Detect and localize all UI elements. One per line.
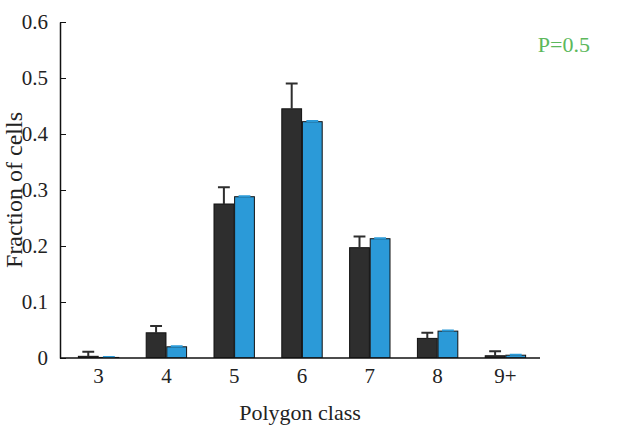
error-line [421, 333, 433, 339]
error-line [374, 237, 386, 240]
error-bar [286, 84, 298, 109]
tick: 3 [93, 358, 104, 388]
tick-mark [60, 22, 66, 23]
error-line [442, 330, 454, 333]
tick-label: 0.6 [22, 10, 48, 34]
bar [417, 338, 437, 358]
bar [146, 333, 166, 358]
tick: 0.2 [22, 234, 66, 258]
tick: 7 [365, 358, 376, 388]
tick: 6 [297, 358, 308, 388]
tick-label: 6 [297, 364, 308, 388]
tick: 0.6 [22, 10, 66, 34]
error-line [510, 354, 522, 357]
tick-mark [60, 134, 66, 135]
tick-label: 5 [229, 364, 240, 388]
bar [282, 109, 302, 358]
error-bar [171, 346, 183, 348]
tick: 0.3 [22, 178, 66, 202]
x-axis-title: Polygon class [239, 400, 361, 425]
tick-label: 7 [365, 364, 376, 388]
tick: 5 [229, 358, 240, 388]
bar [235, 197, 255, 358]
error-bar [306, 121, 318, 123]
axis-line [60, 357, 540, 359]
series [78, 84, 505, 358]
bar [214, 204, 234, 358]
error-line [286, 84, 298, 109]
error-bar [374, 238, 386, 240]
bar [167, 347, 187, 358]
tick: 9+ [494, 358, 516, 388]
error-line [171, 345, 183, 348]
tick-mark [60, 78, 66, 79]
bar [302, 122, 322, 358]
error-line [239, 195, 251, 198]
tick-label: 8 [432, 364, 443, 388]
tick: 4 [161, 358, 172, 388]
error-bar [218, 187, 230, 204]
y-axis-title: Fraction of cells [1, 112, 27, 268]
error-line [150, 326, 162, 333]
error-bar [421, 333, 433, 339]
annotation: P=0.5 [538, 32, 590, 57]
x-axis: 3 4 5 6 7 8 9+ [60, 358, 540, 388]
tick-label: 0.5 [22, 66, 48, 90]
chart: 0 0.1 0.2 0.3 0.4 0.5 0.6 3 4 5 6 7 8 9+ Polygon class… [0, 0, 624, 433]
error-line [489, 351, 501, 355]
tick-label: 0.1 [22, 290, 48, 314]
error-bar [82, 352, 94, 356]
tick-mark [60, 190, 66, 191]
error-line [306, 120, 318, 123]
tick-label: 0 [38, 346, 49, 370]
error-bar [489, 351, 501, 355]
error-bar [354, 236, 366, 247]
series [99, 121, 526, 358]
y-axis: 0 0.1 0.2 0.3 0.4 0.5 0.6 [22, 10, 66, 370]
error-line [354, 236, 366, 247]
bar [370, 239, 390, 358]
error-line [218, 187, 230, 204]
error-bar [442, 330, 454, 332]
tick: 0.5 [22, 66, 66, 90]
error-bar [150, 326, 162, 333]
tick: 0.4 [22, 122, 66, 146]
tick-mark [60, 246, 66, 247]
marks [78, 84, 525, 358]
tick-label: 3 [93, 364, 104, 388]
error-line [82, 352, 94, 356]
tick-label: 4 [161, 364, 172, 388]
tick-mark [60, 302, 66, 303]
tick: 0.1 [22, 290, 66, 314]
tick-label: 9+ [494, 364, 516, 388]
error-bar [510, 354, 522, 356]
bar [350, 248, 370, 358]
error-bar [239, 196, 251, 198]
bar [438, 331, 458, 358]
tick: 8 [432, 358, 443, 388]
